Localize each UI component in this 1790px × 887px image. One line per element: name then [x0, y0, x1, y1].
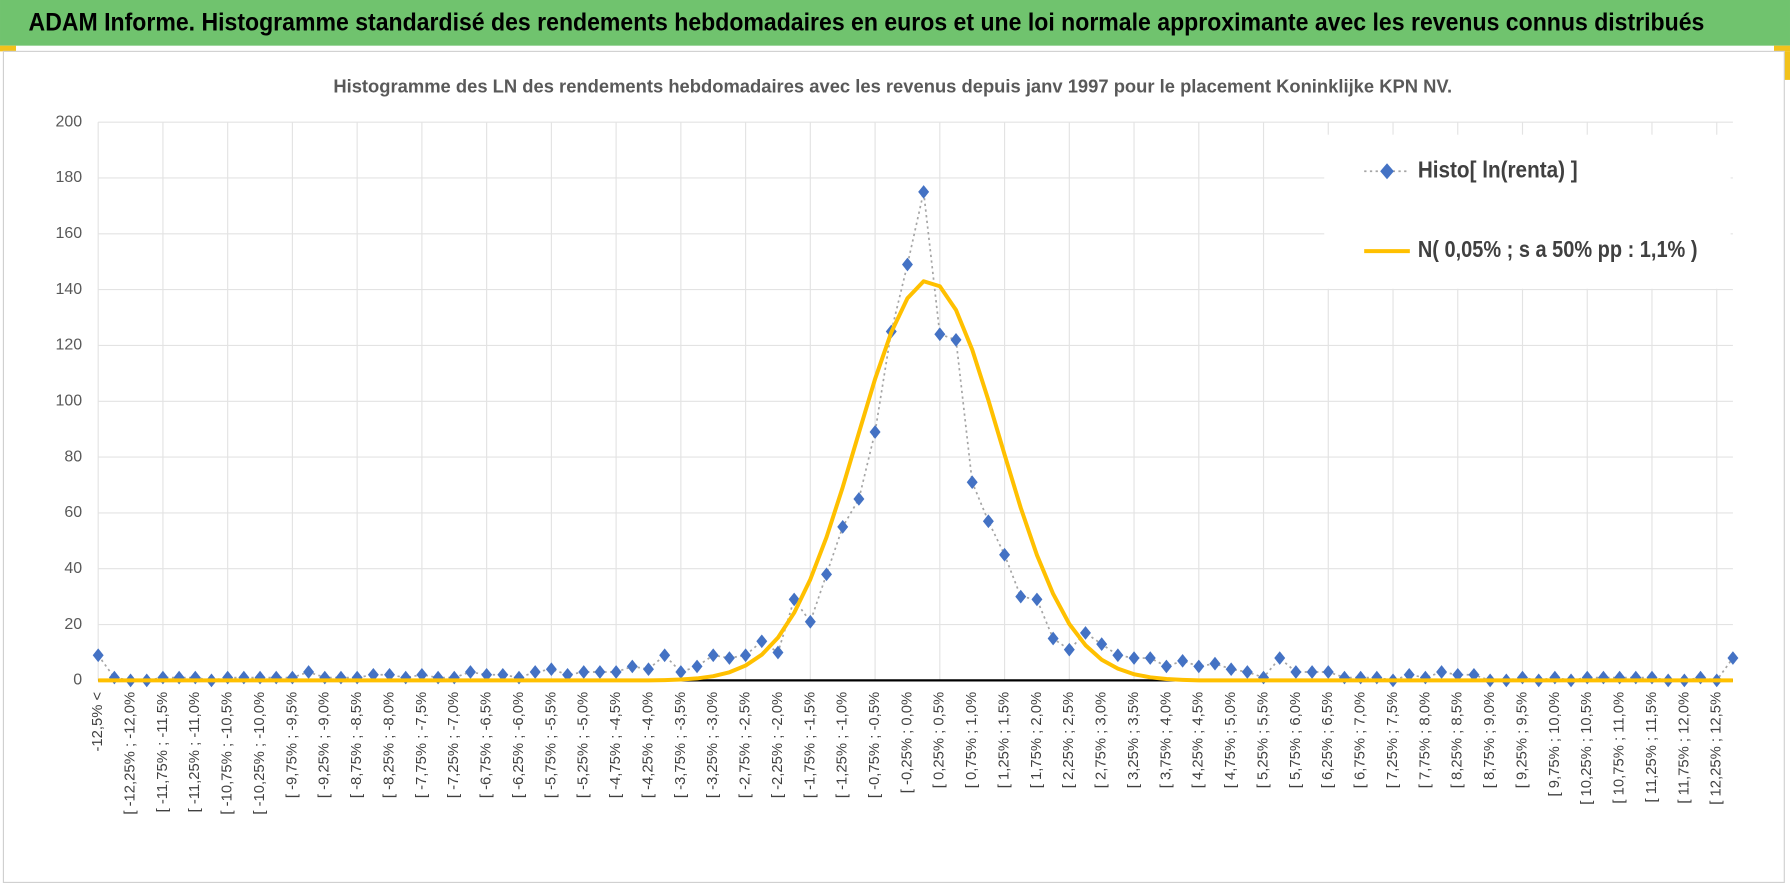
x-tick-label: [ 10,75% ; 11,0% — [1612, 692, 1628, 804]
x-tick-label: [ 1,25% ; 1,5% — [996, 692, 1012, 788]
x-tick-label: [ -1,25% ; -1,0% — [835, 692, 851, 798]
data-point — [643, 662, 654, 677]
x-tick-label: [ 6,75% ; 7,0% — [1353, 692, 1369, 788]
x-tick-label: [ 0,75% ; 1,0% — [964, 692, 980, 788]
chart-title: Histogramme des LN des rendements hebdom… — [333, 76, 1452, 97]
y-tick-label: 80 — [64, 448, 82, 465]
x-tick-label: [ 4,75% ; 5,0% — [1223, 692, 1239, 788]
corner — [1774, 45, 1790, 52]
y-tick-label: 0 — [73, 672, 82, 689]
x-tick-label: [ 11,25% ; 11,5% — [1644, 692, 1660, 803]
data-point — [982, 514, 994, 529]
x-tick-label: [ -0,75% ; -0,5% — [867, 692, 883, 798]
x-tick-label: [ 12,25% ; 12,5% — [1709, 692, 1725, 805]
x-tick-label: [ -8,75% ; -8,5% — [349, 692, 365, 798]
x-tick-label: [ -2,75% ; -2,5% — [738, 692, 754, 798]
x-tick-label: [ -4,25% ; -4,0% — [640, 692, 656, 798]
x-tick-label: [ -1,75% ; -1,5% — [802, 692, 818, 798]
x-tick-label: [ -3,25% ; -3,0% — [705, 692, 721, 798]
data-point — [1144, 651, 1156, 665]
x-tick-label: [ 0,25% ; 0,5% — [932, 692, 948, 788]
x-tick-label: [ -6,75% ; -6,5% — [479, 692, 495, 798]
x-tick-label: [ 5,25% ; 5,5% — [1255, 692, 1271, 788]
chart-frame — [2, 50, 1785, 884]
x-tick-label: [ -10,25% ; -10,0% — [252, 692, 268, 815]
data-point — [1160, 659, 1172, 674]
corner — [1784, 51, 1790, 80]
data-point — [821, 567, 833, 582]
x-tick-label: [ 1,75% ; 2,0% — [1029, 692, 1045, 788]
x-tick-label: [ 7,75% ; 8,0% — [1417, 692, 1433, 788]
page-title: ADAM Informe. Histogramme standardisé de… — [29, 9, 1705, 37]
x-tick-label: [ -5,75% ; -5,5% — [543, 692, 559, 798]
x-tick-label: [ 6,25% ; 6,5% — [1320, 692, 1336, 788]
x-tick-label: [ -10,75% ; -10,5% — [220, 692, 236, 815]
data-point — [545, 662, 557, 677]
legend-box — [1324, 134, 1731, 289]
x-tick-label: [ -7,25% ; -7,0% — [446, 692, 462, 798]
y-tick-label: 120 — [56, 337, 83, 354]
x-tick-label: [ 8,25% ; 8,5% — [1450, 692, 1466, 788]
x-tick-label: [ -11,75% ; -11,5% — [155, 692, 171, 813]
data-point — [1274, 651, 1286, 665]
x-tick-label: [ -4,75% ; -4,5% — [608, 692, 624, 798]
x-tick-label: [ 7,25% ; 7,5% — [1385, 692, 1401, 788]
data-point — [837, 520, 849, 534]
y-tick-label: 160 — [56, 225, 83, 242]
x-tick-label: [ -9,75% ; -9,5% — [284, 692, 300, 798]
data-point — [1128, 651, 1140, 665]
y-tick-label: 60 — [64, 504, 82, 521]
y-tick-label: 200 — [56, 113, 83, 130]
data-point — [1193, 659, 1205, 674]
x-tick-label: [ -11,25% ; -11,0% — [187, 692, 203, 813]
x-tick-label: -12,5% < — [90, 692, 106, 752]
x-tick-label: [ -12,25% ; -12,0% — [122, 692, 138, 815]
data-point — [999, 547, 1011, 562]
x-tick-label: [ 11,75% ; 12,0% — [1676, 692, 1692, 804]
data-point — [934, 327, 946, 342]
x-tick-label: [ 8,75% ; 9,0% — [1482, 692, 1498, 788]
y-tick-label: 40 — [64, 560, 82, 577]
x-tick-label: [ 9,25% ; 9,5% — [1514, 692, 1530, 788]
x-tick-label: [ -6,25% ; -6,0% — [511, 692, 527, 798]
y-tick-label: 20 — [64, 616, 82, 633]
legend-label: N( 0,05% ; s a 50% pp : 1,1% ) — [1418, 236, 1698, 262]
x-tick-label: [ 3,25% ; 3,5% — [1126, 692, 1142, 788]
y-tick-label: 180 — [56, 169, 83, 186]
y-tick-label: 140 — [56, 281, 83, 298]
data-point — [950, 333, 962, 347]
x-tick-label: [ -3,75% ; -3,5% — [673, 692, 689, 798]
legend-label: Histo[ ln(renta) ] — [1418, 156, 1578, 182]
data-point — [918, 185, 930, 199]
x-tick-label: [ 4,25% ; 4,5% — [1191, 692, 1207, 788]
x-tick-label: [ 5,75% ; 6,0% — [1288, 692, 1304, 788]
x-tick-label: [ -2,25% ; -2,0% — [770, 692, 786, 798]
data-point — [853, 492, 865, 506]
header-bar — [0, 0, 1790, 46]
x-tick-label: [ -0,25% ; 0,0% — [899, 692, 915, 793]
data-point — [626, 659, 638, 674]
x-tick-label: [ 2,25% ; 2,5% — [1061, 692, 1077, 788]
x-tick-label: [ -7,75% ; -7,5% — [414, 692, 430, 798]
data-point — [1225, 662, 1237, 677]
x-tick-label: [ -9,25% ; -9,0% — [317, 692, 333, 798]
data-point — [1112, 648, 1124, 663]
x-tick-label: [ -8,25% ; -8,0% — [381, 692, 397, 798]
data-point — [1015, 589, 1027, 604]
data-point — [1063, 642, 1075, 657]
y-tick-label: 100 — [56, 392, 83, 409]
x-tick-label: [ 2,75% ; 3,0% — [1094, 692, 1110, 788]
series-line — [98, 279, 1733, 683]
x-tick-label: [ 3,75% ; 4,0% — [1158, 692, 1174, 788]
data-point — [1031, 592, 1043, 607]
corner — [0, 45, 16, 52]
x-tick-label: [ -5,25% ; -5,0% — [576, 692, 592, 798]
x-tick-label: [ 9,75% ; 10,0% — [1547, 692, 1563, 797]
x-tick-label: [ 10,25% ; 10,5% — [1579, 692, 1595, 805]
